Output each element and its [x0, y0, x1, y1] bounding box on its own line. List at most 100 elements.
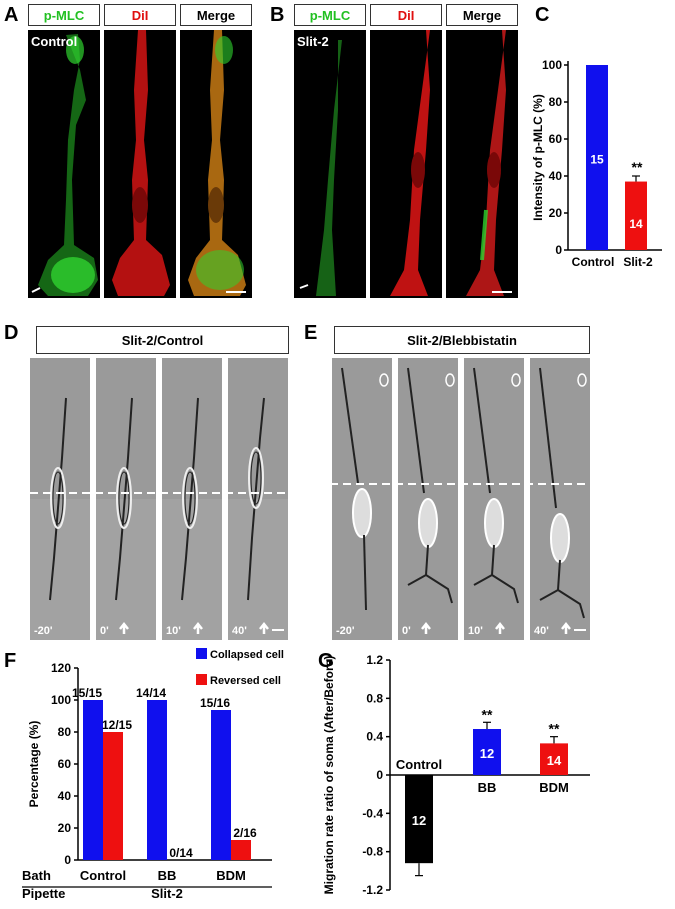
panel-label-g: G — [318, 650, 334, 672]
panel-d-frame-1-background — [96, 499, 156, 640]
panel-a-merge-image — [180, 30, 252, 298]
chart-c-significance-1: ** — [632, 159, 643, 175]
chart-c-ytick-label-0: 0 — [555, 243, 562, 257]
panel-d-frame-2-arrow-icon — [193, 621, 203, 634]
chart-g-ytick-label-5: 0.8 — [366, 691, 383, 705]
chart-c-ytick-label-3: 60 — [549, 132, 563, 146]
panel-e-frame-1: 0' — [398, 358, 458, 640]
chart-f-ytick-label-1: 20 — [58, 821, 72, 835]
chart-g-ytick-label-4: 0.4 — [366, 730, 383, 744]
chart-c-ytick-label-4: 80 — [549, 95, 563, 109]
panel-b-header-pmlc: p-MLC — [294, 4, 366, 26]
chart-c-ytick-label-5: 100 — [542, 58, 562, 72]
panel-e-frame-1-process — [407, 367, 425, 494]
chart-c-n-label-1: 14 — [629, 217, 643, 231]
panel-d-frame-2: 10' — [162, 358, 222, 640]
panel-label-c: C — [535, 4, 550, 26]
chart-f: 0 20 40 60 80 100 120 Percentage (%) 15/15 14/14 1… — [22, 648, 284, 900]
panel-d-frame-1-arrow-icon — [119, 621, 129, 634]
chart-f-ytick-label-4: 80 — [58, 725, 72, 739]
panel-e-frame-2-branches — [473, 544, 519, 604]
panel-d-frame-2-background — [162, 499, 222, 640]
panel-e-frame-3-debris — [577, 373, 587, 387]
panel-e-frame-3-arrow-icon — [561, 621, 571, 634]
panel-d-frame-3-arrow-icon — [259, 621, 269, 634]
panel-e-frame-3-soma — [550, 513, 570, 563]
panel-b-dii-image — [370, 30, 442, 298]
panel-a-dii-image — [104, 30, 176, 298]
panel-e-frame-3-process — [539, 367, 557, 509]
chart-f-bar-label-1-1: 0/14 — [169, 846, 193, 860]
chart-f-bar-label-1-0: 12/15 — [102, 718, 132, 732]
panel-e-frame-0: -20' — [332, 358, 392, 640]
panel-b-merge-image — [446, 30, 518, 298]
panel-label-b: B — [270, 4, 285, 26]
chart-f-category-2: BDM — [216, 868, 246, 883]
panel-e-frame-0-soma — [352, 488, 372, 538]
panel-e-frame-3-branches — [539, 559, 585, 619]
chart-f-category-0: Control — [80, 868, 126, 883]
panel-d-dashed-line — [30, 492, 290, 494]
panel-e-frame-1-branches — [407, 544, 453, 604]
chart-g-ytick-label-0: -1.2 — [362, 883, 383, 897]
chart-f-bar-1-0 — [103, 732, 123, 860]
panel-a-header-dii: DiI — [104, 4, 176, 26]
panel-label-e: E — [304, 322, 318, 344]
chart-f-bar-label-1-2: 2/16 — [233, 826, 257, 840]
panel-e-time-label-0: -20' — [336, 625, 355, 637]
panel-e-frame-2-soma — [484, 498, 504, 548]
chart-c-bar-1 — [625, 181, 647, 250]
panel-d-frame-3-background — [228, 499, 288, 640]
panel-e-title: Slit-2/Blebbistatin — [334, 326, 590, 354]
chart-g-bar-0 — [405, 775, 433, 864]
chart-f-ytick-label-6: 120 — [51, 661, 71, 675]
chart-f-ytick-label-0: 0 — [64, 853, 71, 867]
panel-e-dashed-line — [330, 483, 592, 485]
panel-b-condition-label: Slit-2 — [297, 34, 329, 49]
panel-b-header-dii: DiI — [370, 4, 442, 26]
chart-g-significance-1: ** — [482, 706, 493, 722]
panel-a-pmlc-image — [28, 30, 100, 298]
panel-e-frame-3: 40' — [530, 358, 590, 640]
panel-e-frame-2: 10' — [464, 358, 524, 640]
chart-f-bar-0-2 — [211, 710, 231, 860]
panel-d-time-label-1: 0' — [100, 625, 109, 637]
chart-f-bar-label-0-0: 15/15 — [72, 686, 102, 700]
chart-c-bar-0 — [586, 65, 608, 250]
chart-g: -1.2 -0.8 -0.4 0 0.4 0.8 1.2 Migration rate rat… — [322, 653, 590, 897]
chart-c-ytick-label-1: 20 — [549, 206, 563, 220]
panel-d-frame-0: -20' — [30, 358, 90, 640]
chart-c-ylabel: Intensity of p-MLC (%) — [531, 94, 545, 221]
panel-a-header-pmlc: p-MLC — [28, 4, 100, 26]
chart-f-bar-1-2 — [231, 840, 251, 860]
panel-label-a: A — [4, 4, 19, 26]
chart-f-bar-label-0-2: 15/16 — [200, 696, 230, 710]
panel-e-frame-0-process — [341, 367, 359, 484]
panel-d-frame-3-soma — [248, 447, 264, 509]
chart-f-bar-0-1 — [147, 700, 167, 860]
panel-d-frame-0-process — [49, 397, 67, 601]
chart-c-category-0: Control — [572, 255, 615, 269]
chart-f-legend-label-1: Reversed cell — [210, 675, 281, 687]
panel-d-time-label-2: 10' — [166, 625, 181, 637]
chart-c-n-label-0: 15 — [590, 153, 604, 167]
chart-f-ytick-label-5: 100 — [51, 693, 71, 707]
panel-e-frame-2-arrow-icon — [495, 621, 505, 634]
panel-d-frame-0-soma-outline — [52, 471, 64, 525]
panel-d-frame-2-soma — [182, 467, 198, 529]
panel-e-time-label-3: 40' — [534, 625, 549, 637]
chart-f-ytick-label-2: 40 — [58, 789, 72, 803]
chart-g-n-label-1: 12 — [480, 746, 494, 761]
chart-g-bar-2 — [540, 743, 568, 775]
chart-g-ytick-label-3: 0 — [376, 768, 383, 782]
chart-g-n-label-2: 14 — [547, 753, 562, 768]
panel-label-f: F — [4, 650, 17, 672]
panel-d-frame-1: 0' — [96, 358, 156, 640]
chart-g-category-0: Control — [396, 757, 442, 772]
chart-f-legend-label-0: Collapsed cell — [210, 649, 284, 661]
chart-c: 0 20 40 60 80 100 Intensity of p-MLC (%) 15 Cont… — [531, 58, 662, 269]
chart-g-bar-1 — [473, 729, 501, 775]
chart-g-category-2: BDM — [539, 780, 569, 795]
panel-d-frame-1-soma-outline — [118, 471, 130, 525]
panel-e-frame-0-debris — [379, 373, 389, 387]
